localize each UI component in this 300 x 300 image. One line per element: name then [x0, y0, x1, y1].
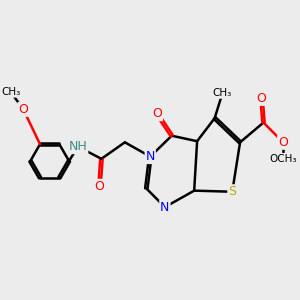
Text: O: O [256, 92, 266, 105]
Text: O: O [18, 103, 28, 116]
Text: NH: NH [69, 140, 87, 153]
Text: O: O [152, 107, 162, 120]
Text: N: N [146, 150, 155, 163]
Text: CH₃: CH₃ [1, 87, 20, 97]
Text: CH₃: CH₃ [213, 88, 232, 98]
Text: N: N [160, 201, 170, 214]
Text: S: S [228, 185, 236, 198]
Text: O: O [278, 136, 288, 149]
Text: O: O [94, 180, 104, 193]
Text: OCH₃: OCH₃ [269, 154, 297, 164]
